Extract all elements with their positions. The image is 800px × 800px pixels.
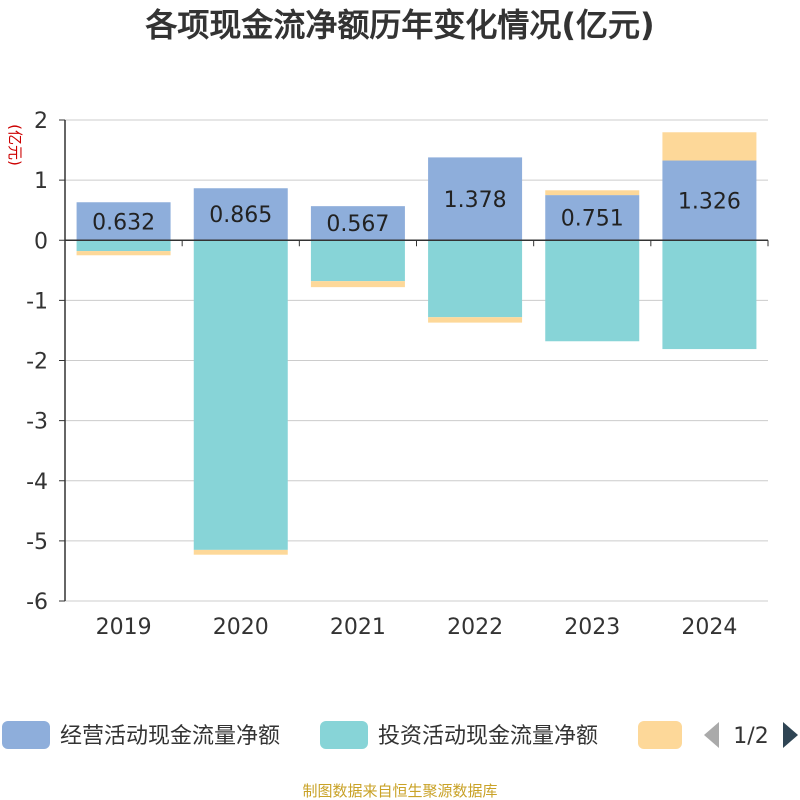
y-tick-label: 2: [34, 109, 48, 134]
bar-series-2-2022[interactable]: [428, 240, 523, 318]
bar-series-1-2019[interactable]: [76, 202, 171, 241]
bar-series-1-2024[interactable]: [662, 160, 757, 241]
x-tick-label: 2023: [564, 615, 620, 640]
bar-series-2-2024[interactable]: [662, 240, 757, 350]
bar-series-3-2022[interactable]: [428, 317, 523, 323]
bar-series-2-2020[interactable]: [193, 240, 288, 550]
bar-series-2-2023[interactable]: [545, 240, 640, 342]
bar-series-2-2019[interactable]: [76, 240, 171, 252]
legend-swatch-series-3[interactable]: [638, 721, 682, 749]
legend: 经营活动现金流量净额 投资活动现金流量净额 1/2: [2, 721, 798, 749]
y-tick-label: 1: [34, 169, 48, 194]
data-source-note: 制图数据来自恒生聚源数据库: [302, 782, 497, 800]
bar-series-1-2023[interactable]: [545, 195, 640, 241]
legend-prev-page-icon[interactable]: [704, 722, 719, 748]
y-tick-label: -6: [26, 590, 48, 615]
x-tick-label: 2024: [681, 615, 737, 640]
y-tick-label: -3: [26, 410, 48, 435]
legend-page-indicator: 1/2: [733, 724, 768, 749]
x-tick-label: 2020: [213, 615, 269, 640]
bar-series-1-2020[interactable]: [193, 188, 288, 241]
y-tick-label: -4: [26, 470, 48, 495]
x-tick-label: 2022: [447, 615, 503, 640]
grid-lines: [65, 119, 768, 602]
legend-swatch-series-1[interactable]: [2, 721, 50, 749]
axes: 2 1 0 -1 -2 -3 -4 -5 -6 2019 2020 2021 2022 2023 2024: [26, 109, 769, 640]
bar-series-2-2021[interactable]: [310, 240, 405, 282]
chart-title: 各项现金流净额历年变化情况(亿元): [145, 6, 654, 44]
bar-series-1-2022[interactable]: [428, 157, 523, 241]
y-axis-unit-label: (亿元): [6, 124, 24, 166]
x-tick-label: 2019: [96, 615, 152, 640]
legend-next-page-icon[interactable]: [783, 722, 798, 748]
legend-label-series-1[interactable]: 经营活动现金流量净额: [60, 724, 280, 749]
y-tick-label: -2: [26, 350, 48, 375]
data-label: 0.567: [326, 212, 389, 237]
bar-series-3-2024[interactable]: [662, 132, 757, 161]
x-tick-label: 2021: [330, 615, 386, 640]
data-label: 0.865: [209, 203, 272, 228]
bar-series-1-2021[interactable]: [310, 206, 405, 241]
data-label: 1.326: [678, 189, 741, 214]
data-label: 1.378: [444, 188, 507, 213]
bars: [76, 132, 757, 555]
bar-series-3-2023[interactable]: [545, 190, 640, 196]
data-labels: 0.632 0.865 0.567 1.378 0.751 1.326: [92, 188, 741, 237]
legend-swatch-series-2[interactable]: [320, 721, 368, 749]
y-tick-label: -5: [26, 530, 48, 555]
bar-series-3-2021[interactable]: [310, 281, 405, 288]
data-label: 0.632: [92, 210, 155, 235]
bar-series-3-2019[interactable]: [76, 251, 171, 256]
bar-series-3-2020[interactable]: [193, 549, 288, 555]
y-tick-label: 0: [34, 229, 48, 254]
legend-label-series-2[interactable]: 投资活动现金流量净额: [378, 724, 598, 749]
data-label: 0.751: [561, 207, 624, 232]
y-tick-label: -1: [26, 289, 48, 314]
